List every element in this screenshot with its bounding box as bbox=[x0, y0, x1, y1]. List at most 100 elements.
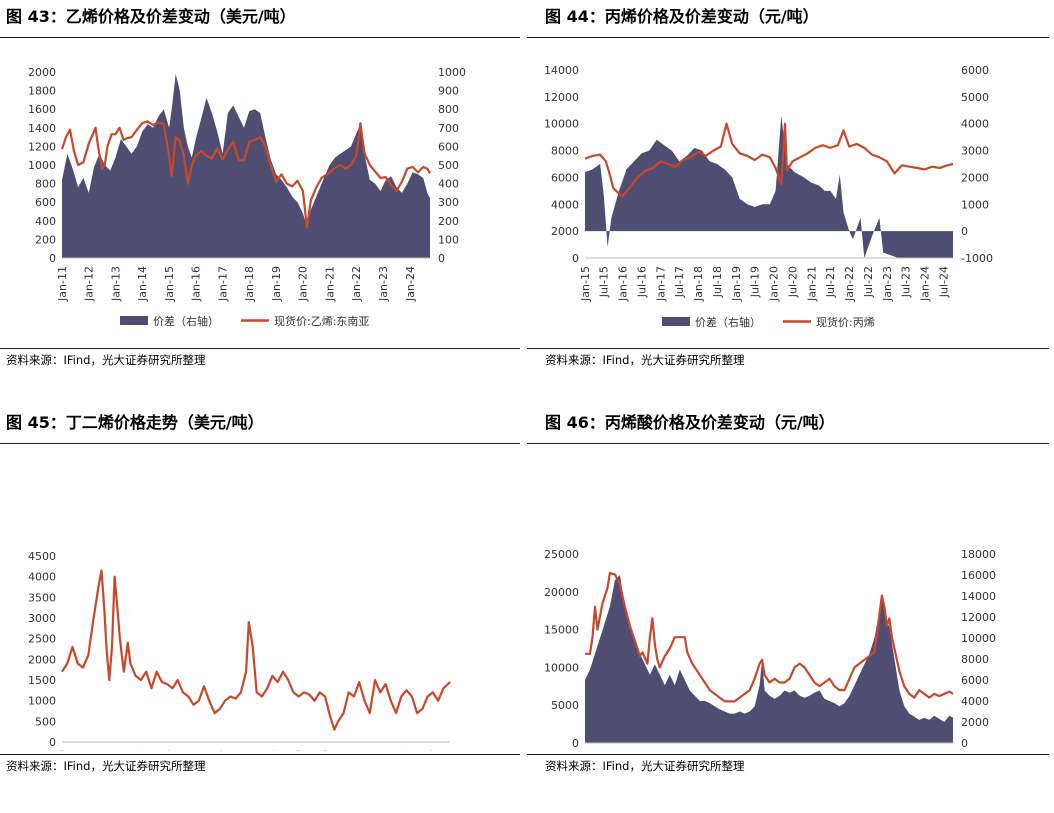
x-tick-label: Jan-11 bbox=[82, 750, 95, 751]
x-tick-label: Jul-17 bbox=[673, 266, 686, 298]
x-tick-label: Jan-20 bbox=[319, 750, 332, 751]
source-note: 资料来源：IFind，光大证券研究所整理 bbox=[6, 759, 206, 773]
chart-title: 图 45：丁二烯价格走势（美元/吨） bbox=[6, 413, 264, 432]
y-right-tick-label: 6000 bbox=[961, 64, 989, 77]
y-left-tick-label: 1500 bbox=[28, 674, 56, 687]
chart-title: 图 44：丙烯价格及价差变动（元/吨） bbox=[545, 7, 819, 26]
spread-area bbox=[62, 73, 430, 259]
y-right-tick-label: 12000 bbox=[961, 611, 996, 624]
y-left-tick-label: 500 bbox=[35, 715, 56, 728]
legend-label: 价差（右轴） bbox=[153, 314, 219, 328]
title-rule bbox=[527, 37, 1049, 38]
title-rule bbox=[0, 37, 520, 38]
y-left-tick-label: 2000 bbox=[28, 653, 56, 666]
x-tick-label: Jan-15 bbox=[579, 266, 592, 302]
chart-title: 图 43：乙烯价格及价差变动（美元/吨） bbox=[6, 7, 296, 26]
x-tick-label: Jan-24 bbox=[404, 266, 417, 302]
y-left-tick-label: 1200 bbox=[28, 140, 56, 153]
y-left-tick-label: 4000 bbox=[551, 198, 579, 211]
y-right-tick-label: 2000 bbox=[961, 171, 989, 184]
x-tick-label: Jan-11 bbox=[56, 266, 69, 302]
x-tick-label: Jan-15 bbox=[187, 750, 200, 751]
y-right-tick-label: 600 bbox=[438, 140, 459, 153]
price-line bbox=[584, 122, 954, 198]
y-right-tick-label: 500 bbox=[438, 159, 459, 172]
source-rule bbox=[527, 754, 1049, 755]
y-left-tick-label: 20000 bbox=[544, 586, 579, 599]
y-right-tick-label: 0 bbox=[961, 737, 968, 750]
y-left-tick-label: 12000 bbox=[544, 91, 579, 104]
spread-area bbox=[585, 575, 953, 743]
y-right-tick-label: 300 bbox=[438, 196, 459, 209]
x-tick-label: Jul-16 bbox=[635, 266, 648, 298]
y-left-tick-label: 0 bbox=[49, 252, 56, 265]
title-rule bbox=[0, 443, 520, 444]
y-right-tick-label: 14000 bbox=[961, 590, 996, 603]
price-line bbox=[585, 571, 954, 703]
x-tick-label: Jan-14 bbox=[136, 266, 149, 302]
source-rule bbox=[0, 348, 520, 349]
y-left-tick-label: 1000 bbox=[28, 695, 56, 708]
y-left-tick-label: 6000 bbox=[551, 171, 579, 184]
y-left-tick-label: 0 bbox=[572, 252, 579, 265]
y-left-tick-label: 0 bbox=[572, 737, 579, 750]
x-tick-label: Jul-21 bbox=[824, 266, 837, 298]
chart-butadiene: 0 500 1000 1500 2000 2500 3000 3500 4000 4500 Jan-… bbox=[28, 550, 451, 751]
y-right-tick-label: 800 bbox=[438, 103, 459, 116]
x-tick-label: Jul-24 bbox=[937, 266, 950, 298]
spread-area bbox=[585, 115, 953, 258]
x-tick-label: Jan-19 bbox=[730, 266, 743, 302]
x-tick-label: Jan-20 bbox=[768, 266, 781, 302]
y-left-tick-label: 4500 bbox=[28, 550, 56, 563]
x-tick-label: Jan-24 bbox=[424, 750, 437, 751]
x-tick-label: Jan-10 bbox=[56, 750, 69, 751]
x-tick-label: Jan-13 bbox=[109, 266, 122, 302]
y-left-tick-label: 2000 bbox=[28, 66, 56, 79]
x-tick-label: Jan-23 bbox=[881, 266, 894, 302]
x-tick-label: Jan-21 bbox=[323, 266, 336, 302]
y-right-tick-label: 1000 bbox=[438, 66, 466, 79]
y-left-tick-label: 10000 bbox=[544, 118, 579, 131]
x-tick-label: Jan-21 bbox=[805, 266, 818, 302]
x-tick-label: Jan-22 bbox=[372, 750, 385, 751]
x-tick-label: Jul-19 bbox=[749, 266, 762, 298]
x-tick-label: Jan-20 bbox=[297, 266, 310, 302]
y-right-tick-label: 18000 bbox=[961, 548, 996, 561]
x-tick-label: Jan-12 bbox=[108, 750, 121, 751]
x-tick-label: Jul-22 bbox=[862, 266, 875, 298]
price-line bbox=[61, 569, 451, 731]
x-tick-label: Jan-21 bbox=[345, 750, 358, 751]
y-left-tick-label: 1400 bbox=[28, 122, 56, 135]
chart-acrylic-acid: 0 5000 10000 15000 20000 25000 0 2000 4000 6000 80… bbox=[544, 548, 996, 750]
legend-swatch-area bbox=[120, 316, 148, 325]
y-left-tick-label: 0 bbox=[49, 736, 56, 749]
y-right-tick-label: 8000 bbox=[961, 653, 989, 666]
y-left-tick-label: 1000 bbox=[28, 159, 56, 172]
chart-title: 图 46：丙烯酸价格及价差变动（元/吨） bbox=[545, 413, 835, 432]
chart-ethylene: 0 200 400 600 800 1000 1200 1400 1600 1800 2000 0 10… bbox=[28, 66, 466, 328]
chart-propylene: 0 2000 4000 6000 8000 10000 12000 14000 -1000 0 10… bbox=[544, 64, 993, 329]
y-left-tick-label: 4000 bbox=[28, 571, 56, 584]
x-tick-label: Jan-16 bbox=[617, 266, 630, 302]
y-left-tick-label: 3500 bbox=[28, 591, 56, 604]
legend-label: 价差（右轴） bbox=[695, 315, 761, 329]
y-right-tick-label: 100 bbox=[438, 233, 459, 246]
x-tick-label: Jan-18 bbox=[266, 750, 279, 751]
x-tick-label: Jul-18 bbox=[711, 266, 724, 298]
panel-butadiene: 图 45：丁二烯价格走势（美元/吨） 0 500 1000 1500 2000 2500 3… bbox=[0, 406, 527, 812]
y-right-tick-label: 0 bbox=[961, 225, 968, 238]
x-tick-label: Jan-12 bbox=[83, 266, 96, 302]
x-tick-label: Jan-17 bbox=[216, 266, 229, 302]
legend-label: 现货价:丙烯 bbox=[816, 315, 875, 329]
x-tick-label: Jan-18 bbox=[243, 266, 256, 302]
y-left-tick-label: 800 bbox=[35, 178, 56, 191]
y-left-tick-label: 14000 bbox=[544, 64, 579, 77]
x-tick-label: Jan-15 bbox=[163, 266, 176, 302]
y-right-tick-label: 4000 bbox=[961, 118, 989, 131]
y-right-tick-label: 1000 bbox=[961, 198, 989, 211]
x-tick-label: Jan-24 bbox=[919, 266, 932, 302]
panel-acrylic-acid: 图 46：丙烯酸价格及价差变动（元/吨） 0 5000 10000 15000 2000… bbox=[527, 406, 1054, 812]
x-tick-label: Jan-14 bbox=[161, 750, 174, 751]
y-right-tick-label: -1000 bbox=[961, 252, 993, 265]
y-right-tick-label: 900 bbox=[438, 85, 459, 98]
